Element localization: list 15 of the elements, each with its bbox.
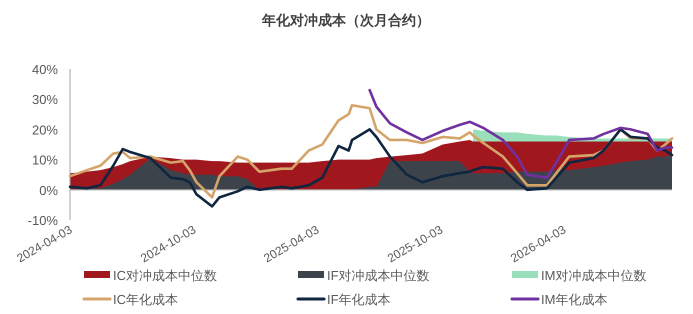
y-tick-label: 20% [32, 122, 58, 138]
y-tick-label: 0% [39, 182, 58, 198]
y-tick-label: 40% [32, 62, 58, 77]
y-tick-label: 30% [32, 92, 58, 108]
legend-label: IM年化成本 [541, 292, 608, 307]
line-series [368, 88, 674, 180]
legend-label: IM对冲成本中位数 [541, 268, 646, 283]
legend-label: IC对冲成本中位数 [113, 268, 217, 283]
legend-label: IC年化成本 [113, 292, 178, 307]
legend-label: IF对冲成本中位数 [327, 268, 430, 283]
y-tick-label: -10% [28, 213, 58, 228]
title: 年化对冲成本（次月合约） [262, 12, 430, 28]
legend-label: IF年化成本 [327, 292, 391, 307]
line-series [68, 128, 674, 208]
y-tick-label: 10% [32, 152, 58, 168]
